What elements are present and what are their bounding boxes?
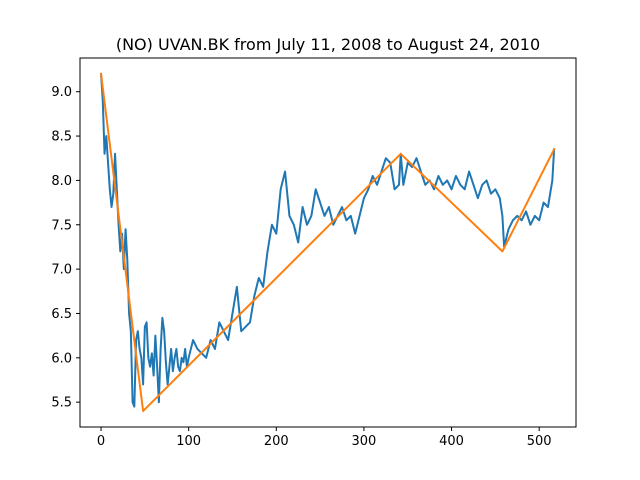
y-tick-label: 5.5 xyxy=(51,396,72,411)
y-tick-label: 7.5 xyxy=(51,218,72,233)
chart-title: (NO) UVAN.BK from July 11, 2008 to Augus… xyxy=(116,35,540,54)
y-tick-label: 7.0 xyxy=(51,263,72,278)
x-tick-label: 500 xyxy=(527,434,552,449)
x-tick-label: 200 xyxy=(264,434,289,449)
y-tick-label: 6.5 xyxy=(51,307,72,322)
x-tick-label: 0 xyxy=(97,434,105,449)
x-tick-label: 100 xyxy=(176,434,201,449)
axes-layer: 0 100 200 300 400 500 5.5 6.0 6.5 7.0 7.5 8.0 8.5 9.0 xyxy=(51,57,577,449)
x-tick-label: 400 xyxy=(439,434,464,449)
series-layer xyxy=(99,72,556,413)
plot-frame xyxy=(79,57,577,428)
series-line-2 xyxy=(99,72,556,413)
x-tick-label: 300 xyxy=(352,434,377,449)
y-tick-label: 8.5 xyxy=(51,130,72,145)
y-tick-label: 9.0 xyxy=(51,85,72,100)
series-line-1 xyxy=(99,72,556,408)
y-tick-label: 6.0 xyxy=(51,351,72,366)
y-tick-label: 8.0 xyxy=(51,174,72,189)
